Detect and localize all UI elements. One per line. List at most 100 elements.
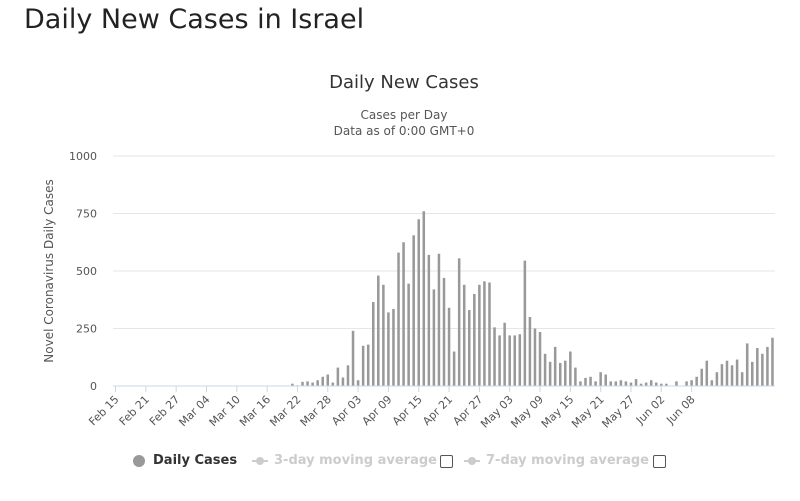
bar[interactable] (508, 335, 511, 386)
page-heading: Daily New Cases in Israel (24, 4, 365, 35)
bar[interactable] (301, 381, 304, 386)
bar[interactable] (513, 335, 517, 386)
bar[interactable] (589, 376, 592, 386)
bar[interactable] (725, 360, 729, 386)
bar[interactable] (407, 283, 410, 386)
bar[interactable] (569, 351, 572, 387)
bar[interactable] (761, 353, 764, 386)
bar[interactable] (392, 308, 395, 386)
bar[interactable] (771, 337, 774, 386)
bar[interactable] (715, 372, 719, 386)
bar[interactable] (619, 380, 623, 386)
bar[interactable] (735, 359, 739, 386)
bar[interactable] (306, 381, 309, 386)
bar[interactable] (644, 382, 648, 386)
bar[interactable] (462, 284, 466, 386)
bar[interactable] (493, 327, 496, 386)
bar[interactable] (599, 372, 602, 386)
bar[interactable] (533, 328, 537, 387)
bar[interactable] (548, 361, 552, 386)
bar[interactable] (720, 364, 724, 386)
bar[interactable] (579, 381, 582, 386)
bar[interactable] (377, 275, 380, 386)
bar[interactable] (442, 277, 446, 386)
legend-item-7-day-average[interactable]: 7-day moving average (464, 453, 649, 468)
bar[interactable] (614, 381, 618, 386)
bar[interactable] (624, 381, 628, 386)
bar[interactable] (402, 242, 405, 386)
bar[interactable] (649, 380, 653, 386)
legend-item-daily-cases[interactable]: Daily Cases (133, 453, 237, 468)
bar[interactable] (745, 343, 749, 386)
bar[interactable] (584, 377, 587, 386)
bar[interactable] (331, 382, 335, 386)
bar[interactable] (660, 383, 663, 386)
bar[interactable] (558, 363, 562, 386)
bar[interactable] (730, 365, 734, 386)
bar[interactable] (447, 307, 451, 386)
bar[interactable] (468, 310, 471, 386)
bar[interactable] (609, 381, 613, 386)
bar[interactable] (356, 380, 360, 386)
y-tick-label: 500 (76, 265, 97, 278)
bar[interactable] (665, 383, 668, 386)
bar[interactable] (518, 334, 522, 386)
bar[interactable] (538, 331, 542, 386)
bar[interactable] (437, 253, 441, 386)
bar[interactable] (685, 381, 688, 386)
bar[interactable] (766, 346, 769, 386)
bar[interactable] (523, 260, 527, 386)
bar[interactable] (371, 302, 375, 386)
3-day-average-checkbox[interactable] (440, 455, 453, 468)
bar[interactable] (503, 322, 506, 386)
bar[interactable] (488, 282, 491, 387)
bar[interactable] (397, 252, 400, 386)
bar[interactable] (604, 374, 607, 387)
bar[interactable] (316, 380, 319, 386)
bar[interactable] (311, 382, 314, 386)
bar[interactable] (412, 235, 415, 386)
bar[interactable] (564, 360, 567, 386)
bar[interactable] (634, 379, 638, 386)
bar[interactable] (574, 367, 577, 386)
bar[interactable] (457, 258, 461, 386)
bar[interactable] (740, 372, 744, 386)
bar[interactable] (629, 382, 633, 386)
bar[interactable] (336, 367, 340, 386)
bar[interactable] (473, 294, 476, 386)
bar[interactable] (321, 376, 324, 386)
7-day-average-checkbox[interactable] (653, 455, 666, 468)
bar[interactable] (326, 374, 330, 387)
bar[interactable] (366, 344, 370, 386)
bar[interactable] (690, 380, 693, 386)
bar[interactable] (291, 383, 294, 386)
bar[interactable] (361, 345, 365, 386)
bar[interactable] (639, 383, 643, 386)
bar[interactable] (700, 368, 703, 386)
bar[interactable] (346, 365, 350, 386)
bar[interactable] (756, 348, 759, 386)
bar[interactable] (341, 377, 345, 386)
bar[interactable] (751, 361, 754, 386)
bar[interactable] (695, 376, 698, 386)
bar[interactable] (427, 254, 431, 386)
bar[interactable] (417, 219, 420, 386)
bar[interactable] (498, 335, 501, 386)
bar[interactable] (483, 281, 486, 386)
bar[interactable] (710, 380, 714, 386)
bar[interactable] (478, 284, 481, 386)
legend-item-3-day-average[interactable]: 3-day moving average (252, 453, 437, 468)
bar[interactable] (553, 346, 557, 386)
bar[interactable] (543, 353, 547, 386)
bar[interactable] (382, 284, 385, 386)
bar[interactable] (675, 381, 678, 386)
bar[interactable] (422, 211, 426, 386)
bar[interactable] (432, 289, 436, 386)
bar[interactable] (528, 317, 532, 386)
bar[interactable] (452, 351, 456, 387)
bar[interactable] (387, 312, 390, 386)
bar[interactable] (351, 330, 355, 386)
bar[interactable] (654, 382, 658, 386)
bar[interactable] (705, 360, 709, 386)
bar[interactable] (594, 381, 597, 386)
